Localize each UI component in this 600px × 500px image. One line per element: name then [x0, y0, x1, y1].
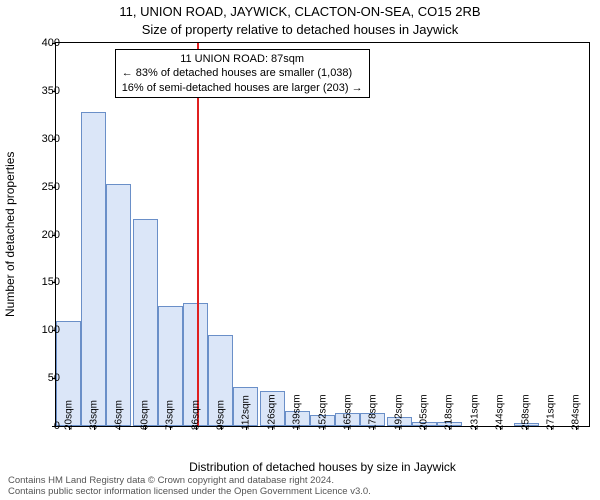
x-tick-label: 60sqm: [140, 400, 151, 430]
x-tick-label: 218sqm: [444, 394, 455, 430]
y-tick-label: 400: [30, 37, 60, 49]
x-tick-label: 152sqm: [317, 394, 328, 430]
x-axis-label: Distribution of detached houses by size …: [55, 460, 590, 474]
x-tick-label: 205sqm: [419, 394, 430, 430]
annotation-line: ← 83% of detached houses are smaller (1,…: [122, 66, 363, 80]
y-tick-label: 150: [30, 276, 60, 288]
x-tick-label: 46sqm: [113, 400, 124, 430]
x-tick-label: 86sqm: [190, 400, 201, 430]
plot-area: 11 UNION ROAD: 87sqm← 83% of detached ho…: [55, 42, 590, 427]
x-tick-label: 126sqm: [267, 394, 278, 430]
y-tick-label: 0: [30, 420, 60, 432]
y-tick-label: 200: [30, 229, 60, 241]
x-tick-label: 165sqm: [342, 394, 353, 430]
x-tick-label: 112sqm: [240, 395, 251, 430]
y-tick-label: 50: [30, 372, 60, 384]
histogram-bar: [81, 112, 106, 426]
annotation-box: 11 UNION ROAD: 87sqm← 83% of detached ho…: [115, 49, 370, 98]
annotation-line: 16% of semi-detached houses are larger (…: [122, 81, 363, 95]
footer-line-2: Contains public sector information licen…: [8, 487, 371, 498]
y-tick-label: 100: [30, 324, 60, 336]
x-tick-label: 284sqm: [571, 394, 582, 430]
marker-line: [197, 43, 199, 426]
x-tick-label: 244sqm: [494, 394, 505, 430]
x-tick-label: 20sqm: [63, 400, 74, 430]
x-tick-label: 192sqm: [394, 394, 405, 430]
y-tick-label: 250: [30, 181, 60, 193]
x-tick-label: 99sqm: [215, 400, 226, 430]
histogram-bar: [106, 184, 131, 426]
x-tick-label: 258sqm: [521, 394, 532, 430]
annotation-line: 11 UNION ROAD: 87sqm: [122, 52, 363, 66]
chart-container: 11, UNION ROAD, JAYWICK, CLACTON-ON-SEA,…: [0, 0, 600, 500]
y-tick-label: 350: [30, 85, 60, 97]
x-tick-label: 73sqm: [165, 400, 176, 430]
x-tick-label: 231sqm: [469, 394, 480, 430]
y-axis-label: Number of detached properties: [2, 42, 18, 427]
y-tick-label: 300: [30, 133, 60, 145]
x-tick-label: 271sqm: [546, 394, 557, 430]
x-tick-label: 139sqm: [292, 394, 303, 430]
chart-title-sub: Size of property relative to detached ho…: [0, 22, 600, 37]
x-tick-label: 33sqm: [88, 400, 99, 430]
x-tick-label: 178sqm: [367, 394, 378, 430]
footer-attribution: Contains HM Land Registry data © Crown c…: [8, 476, 371, 498]
chart-title-main: 11, UNION ROAD, JAYWICK, CLACTON-ON-SEA,…: [0, 4, 600, 19]
histogram-bar: [133, 219, 158, 426]
